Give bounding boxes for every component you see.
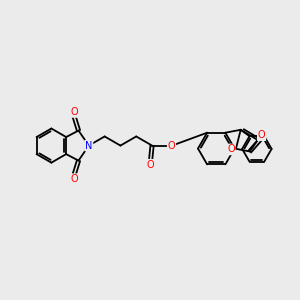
Text: O: O	[258, 130, 266, 140]
Text: N: N	[85, 141, 92, 151]
Text: O: O	[168, 141, 175, 151]
Text: O: O	[147, 160, 154, 170]
Text: O: O	[70, 107, 78, 117]
Text: O: O	[70, 174, 78, 184]
Text: O: O	[227, 145, 235, 154]
